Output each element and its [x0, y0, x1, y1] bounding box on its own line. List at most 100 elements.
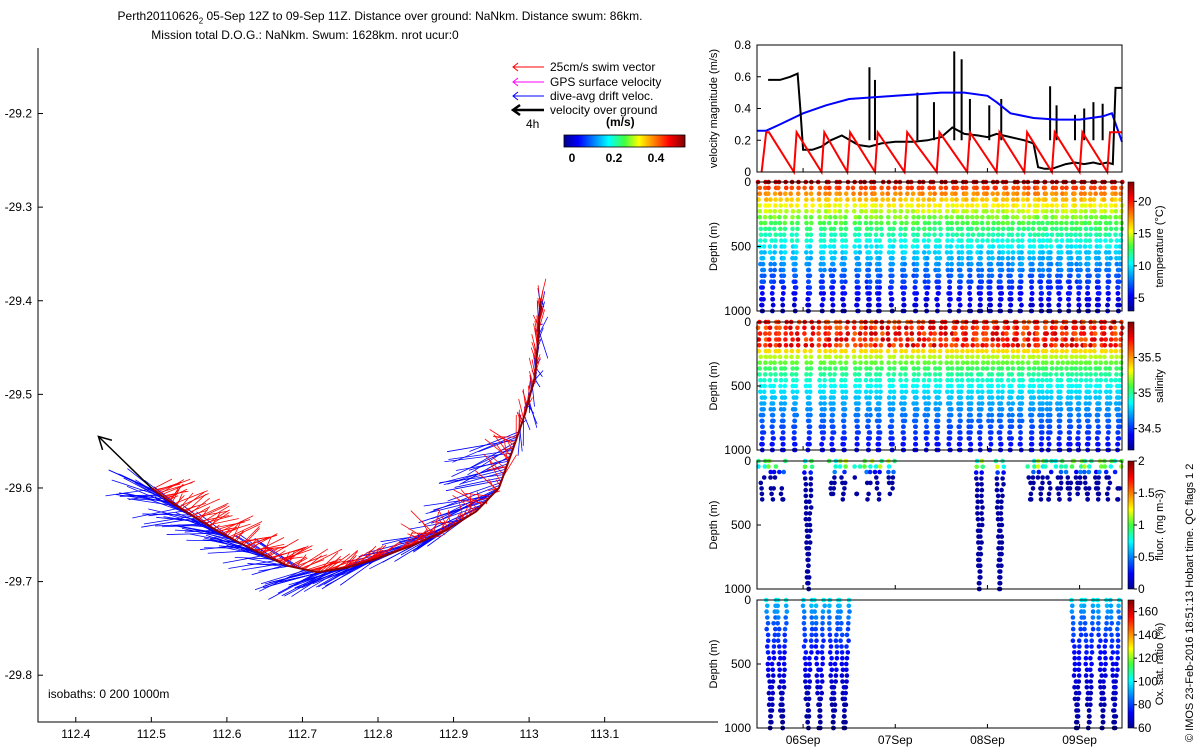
- salinity-point: [772, 366, 778, 371]
- drift-vector: [141, 517, 197, 528]
- fluorescence-point: [759, 497, 765, 502]
- temperature-point: [864, 226, 870, 232]
- salinity-point: [868, 412, 873, 418]
- temperature-point: [807, 291, 813, 296]
- fluorescence-point: [843, 464, 848, 469]
- temperature-point: [808, 250, 814, 255]
- fluorescence-point: [1040, 480, 1045, 486]
- salinity-point: [958, 418, 963, 424]
- oxygen-point: [1086, 708, 1092, 713]
- drift-vector: [268, 571, 320, 600]
- salinity-point: [949, 360, 954, 366]
- salinity-point: [1056, 441, 1061, 447]
- salinity-point: [1029, 412, 1035, 418]
- temperature-point: [905, 209, 910, 214]
- fluorescence-point: [877, 469, 882, 475]
- salinity-point: [898, 377, 903, 383]
- oxygen-point: [820, 615, 825, 620]
- temperature-point: [945, 232, 950, 238]
- oxygen-point: [1071, 632, 1076, 638]
- salinity-point: [783, 343, 789, 348]
- salinity-point: [1107, 395, 1113, 400]
- oxygen-point: [806, 696, 812, 702]
- fluorescence-point: [999, 505, 1004, 510]
- temperature-point: [1098, 238, 1103, 243]
- salinity-point: [841, 418, 847, 424]
- fluorescence-point: [1095, 486, 1101, 491]
- fluorescence-point: [1053, 464, 1059, 469]
- speed-colorbar-ticks: 0 0.2 0.4: [569, 151, 665, 165]
- map-xtick-label: 113: [520, 727, 539, 741]
- swim-vector: [484, 438, 510, 459]
- salinity-point: [807, 424, 813, 430]
- fluorescence-point: [974, 493, 980, 499]
- temperature-point: [1064, 226, 1069, 232]
- salinity-point: [901, 430, 906, 435]
- temperature-point: [903, 226, 908, 232]
- drift-vector: [181, 527, 235, 541]
- salinity-point: [1040, 412, 1045, 418]
- salinity-point: [867, 436, 872, 441]
- swim-vector: [488, 487, 499, 491]
- salinity-point: [999, 366, 1005, 371]
- temperature-point: [964, 197, 969, 202]
- temperature-point: [852, 244, 857, 249]
- salinity-point: [949, 377, 954, 383]
- temperature-point: [1083, 226, 1089, 232]
- temperature-point: [792, 267, 798, 273]
- salinity-point: [928, 348, 933, 354]
- oxygen-point: [801, 621, 807, 626]
- temperature-point: [778, 232, 783, 238]
- temperature-point: [804, 250, 809, 255]
- oxygen-point: [777, 644, 782, 649]
- temperature-point: [852, 220, 858, 226]
- salinity-point: [863, 377, 869, 383]
- salinity-point: [1093, 372, 1098, 377]
- fluorescence-point: [1027, 497, 1033, 502]
- temperature-point: [1103, 214, 1108, 220]
- salinity-point: [854, 436, 860, 441]
- fluorescence-point: [1067, 491, 1072, 497]
- temperature-point: [816, 209, 822, 214]
- fluorescence-point: [1001, 470, 1006, 475]
- salinity-point: [879, 360, 884, 366]
- temperature-point: [1066, 302, 1072, 308]
- salinity-point: [1058, 412, 1063, 418]
- drift-vector: [256, 541, 297, 568]
- legend-swim-label: 25cm/s swim vector: [550, 60, 655, 74]
- salinity-point: [945, 389, 950, 395]
- fluorescence-point: [976, 540, 981, 545]
- temperature-point: [1108, 203, 1114, 208]
- temperature-point: [970, 232, 976, 238]
- salinity-point: [980, 343, 985, 348]
- salinity-point: [773, 377, 778, 383]
- salinity-point: [921, 343, 926, 348]
- temperature-point: [974, 238, 980, 243]
- temperature-point: [777, 214, 782, 220]
- fluorescence-point: [1075, 491, 1080, 497]
- temperature-point: [916, 226, 921, 232]
- temperature-point: [996, 244, 1002, 249]
- salinity-point: [789, 343, 794, 348]
- fluorescence-point: [998, 511, 1004, 516]
- salinity-point: [853, 377, 859, 383]
- oxygen-point: [1115, 638, 1121, 643]
- temperature-point: [948, 273, 954, 279]
- temperature-point: [979, 279, 985, 285]
- temperature-point: [1027, 255, 1032, 261]
- salinity-point: [817, 366, 823, 371]
- salinity-point: [965, 366, 971, 371]
- salinity-point: [1026, 343, 1032, 348]
- colorbar-tick-label: 35: [1138, 386, 1152, 400]
- salinity-point: [901, 424, 906, 430]
- salinity-point: [857, 337, 863, 342]
- drift-vector: [531, 386, 535, 407]
- salinity-point: [778, 383, 783, 389]
- temperature-point: [1020, 232, 1025, 238]
- temperature-point: [969, 279, 974, 285]
- salinity-point: [937, 377, 943, 383]
- temperature-point: [1078, 261, 1083, 267]
- oxygen-point: [776, 615, 781, 620]
- temperature-point: [1016, 220, 1022, 226]
- oxygen-point: [783, 603, 789, 609]
